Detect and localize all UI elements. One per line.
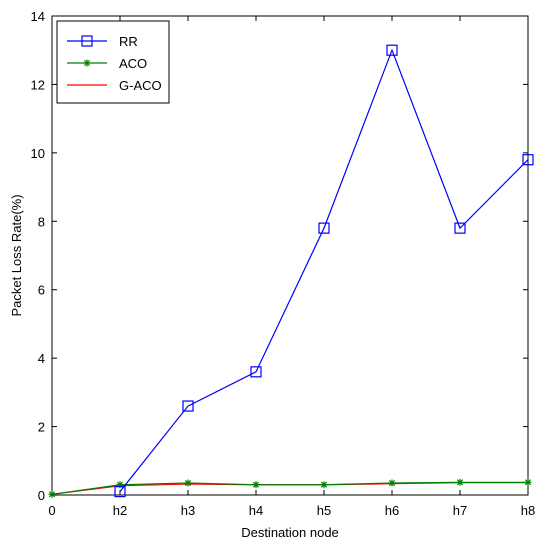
y-tick-label: 10 bbox=[31, 146, 45, 161]
rr-point bbox=[250, 366, 262, 378]
aco-point bbox=[388, 479, 396, 487]
y-tick-label: 6 bbox=[38, 283, 45, 298]
legend-box bbox=[56, 20, 170, 104]
aco-point bbox=[252, 481, 260, 489]
x-axis-label: Destination node bbox=[241, 525, 339, 540]
legend-label: ACO bbox=[119, 56, 147, 71]
x-tick-label: 0 bbox=[48, 503, 55, 518]
rr-point bbox=[81, 35, 93, 47]
rr-point bbox=[114, 485, 126, 498]
y-tick-label: 2 bbox=[38, 420, 45, 435]
aco-point bbox=[184, 479, 192, 487]
rr-series-line bbox=[119, 48, 529, 492]
aco-point bbox=[48, 490, 56, 498]
y-axis-label: Packet Loss Rate(%) bbox=[9, 194, 24, 316]
x-tick-label: h8 bbox=[521, 503, 535, 518]
aco-point bbox=[320, 481, 328, 489]
legend-entry: G-ACO bbox=[67, 78, 162, 93]
y-tick-label: 8 bbox=[38, 214, 45, 229]
x-tick-label: h3 bbox=[181, 503, 195, 518]
y-tick-label: 0 bbox=[38, 488, 45, 503]
x-tick-label: h6 bbox=[385, 503, 399, 518]
rr-point bbox=[454, 222, 466, 234]
x-tick-label: h5 bbox=[317, 503, 331, 518]
rr-point bbox=[522, 154, 534, 166]
rr-point bbox=[182, 400, 194, 412]
y-tick-label: 14 bbox=[31, 9, 45, 24]
rr-point bbox=[318, 222, 330, 234]
x-tick-label: h2 bbox=[113, 503, 127, 518]
aco-series-line bbox=[51, 481, 528, 495]
legend-entry: ACO bbox=[67, 56, 147, 71]
y-tick-label: 12 bbox=[31, 77, 45, 92]
aco-point bbox=[456, 478, 464, 486]
legend-label: G-ACO bbox=[119, 78, 162, 93]
rr-point bbox=[386, 44, 398, 56]
aco-point bbox=[116, 481, 124, 489]
x-tick-label: h7 bbox=[453, 503, 467, 518]
x-tick-label: h4 bbox=[249, 503, 263, 518]
legend: RR ACO G-ACO bbox=[56, 20, 170, 104]
y-tick-label: 4 bbox=[38, 351, 45, 366]
legend-entry: RR bbox=[67, 34, 138, 49]
aco-point bbox=[83, 59, 91, 67]
aco-point bbox=[524, 478, 532, 486]
legend-label: RR bbox=[119, 34, 138, 49]
